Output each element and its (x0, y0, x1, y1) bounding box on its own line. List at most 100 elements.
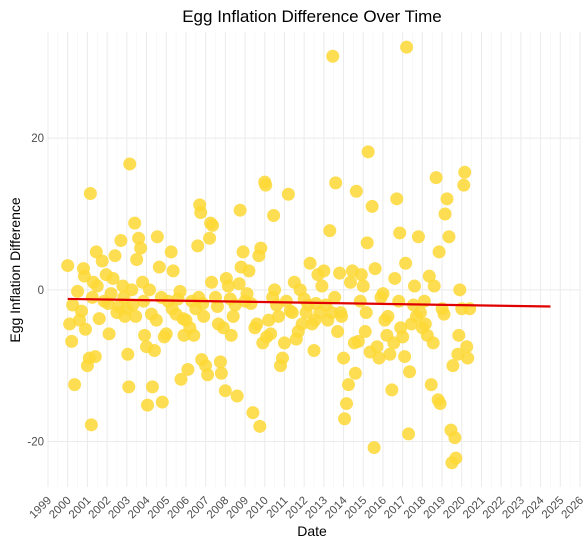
data-point-183 (365, 199, 379, 213)
data-point-223 (432, 245, 446, 259)
data-point-53 (145, 380, 159, 394)
data-point-31 (114, 234, 128, 248)
data-point-167 (340, 397, 354, 411)
data-point-36 (121, 347, 135, 361)
data-point-196 (388, 271, 402, 285)
x-tick-label: 2002 (87, 495, 114, 522)
data-point-204 (400, 40, 414, 54)
data-point-113 (246, 406, 260, 420)
data-point-38 (123, 157, 137, 171)
x-tick-label: 2007 (185, 495, 212, 522)
data-point-227 (438, 207, 452, 221)
data-point-65 (166, 264, 180, 278)
data-point-76 (187, 328, 201, 342)
data-point-184 (367, 441, 381, 455)
data-point-50 (141, 398, 155, 412)
data-point-166 (338, 412, 352, 426)
x-tick-label: 2020 (441, 495, 468, 522)
data-point-147 (307, 344, 321, 357)
data-point-63 (164, 245, 178, 259)
data-point-186 (370, 340, 384, 354)
data-point-37 (122, 380, 136, 394)
y-tick-label: -20 (27, 437, 44, 449)
data-point-187 (372, 351, 386, 365)
chart-title: Egg Inflation Difference Over Time (182, 7, 442, 26)
data-point-153 (317, 264, 331, 278)
data-point-45 (134, 241, 148, 255)
x-tick-label: 2025 (540, 495, 567, 522)
data-point-68 (173, 284, 187, 298)
x-tick-label: 2019 (422, 495, 449, 522)
data-point-15 (85, 290, 99, 304)
data-point-178 (358, 325, 372, 339)
x-axis-title: Date (297, 523, 327, 539)
data-point-212 (413, 306, 427, 320)
x-tick-label: 2006 (165, 495, 192, 522)
data-point-161 (331, 325, 345, 339)
data-point-235 (451, 347, 465, 361)
data-point-112 (244, 296, 258, 310)
x-tick-label: 2010 (244, 495, 271, 522)
data-point-228 (440, 192, 454, 206)
data-point-201 (396, 330, 410, 344)
data-point-27 (106, 271, 120, 285)
data-point-194 (385, 383, 399, 397)
data-point-19 (90, 279, 104, 293)
y-tick-label: 0 (38, 285, 44, 297)
data-point-136 (285, 306, 299, 320)
data-point-205 (402, 427, 416, 441)
x-tick-label: 2009 (225, 495, 252, 522)
data-point-110 (240, 287, 254, 301)
data-point-61 (159, 327, 173, 341)
data-point-221 (429, 171, 443, 185)
data-point-226 (437, 307, 451, 321)
data-point-108 (236, 245, 250, 259)
data-point-92 (210, 300, 224, 314)
data-point-102 (226, 309, 240, 323)
data-point-131 (275, 351, 289, 365)
data-point-172 (348, 366, 362, 380)
x-tick-label: 2000 (47, 495, 74, 522)
data-point-176 (354, 268, 368, 282)
data-point-25 (102, 327, 116, 341)
data-point-233 (448, 431, 462, 445)
data-point-105 (232, 277, 246, 291)
data-point-1 (63, 317, 77, 331)
x-tick-labels: 1999200020012002200320042005200620072008… (28, 494, 583, 521)
data-point-192 (381, 309, 395, 323)
data-point-10 (78, 322, 92, 336)
data-point-132 (277, 336, 291, 350)
data-point-56 (150, 230, 164, 244)
x-tick-label: 2012 (284, 495, 311, 522)
data-point-97 (218, 384, 232, 398)
data-point-51 (142, 283, 156, 297)
data-point-177 (356, 279, 370, 293)
data-point-224 (433, 397, 447, 411)
data-point-13 (83, 187, 97, 201)
data-point-17 (88, 350, 102, 364)
x-tick-label: 2013 (303, 495, 330, 522)
data-point-199 (393, 226, 407, 240)
y-tick-labels: -20 0 20 (27, 133, 44, 448)
x-tick-label: 2005 (146, 495, 173, 522)
data-point-57 (152, 260, 166, 274)
data-point-90 (206, 218, 220, 232)
data-point-42 (129, 309, 143, 323)
x-tick-label: 2003 (106, 495, 133, 522)
data-point-81 (194, 205, 208, 219)
x-tick-label: 2017 (382, 495, 409, 522)
x-tick-label: 2026 (560, 495, 583, 522)
data-point-87 (203, 231, 217, 245)
trend-line (67, 297, 551, 308)
x-tick-label: 2021 (461, 495, 488, 522)
data-point-169 (343, 275, 357, 289)
data-point-73 (181, 362, 195, 376)
data-point-189 (376, 287, 390, 301)
data-point-54 (147, 344, 161, 357)
data-point-123 (262, 313, 276, 327)
x-tick-label: 1999 (28, 495, 55, 522)
data-point-84 (197, 309, 211, 323)
data-point-158 (326, 49, 340, 63)
data-point-234 (449, 451, 463, 465)
